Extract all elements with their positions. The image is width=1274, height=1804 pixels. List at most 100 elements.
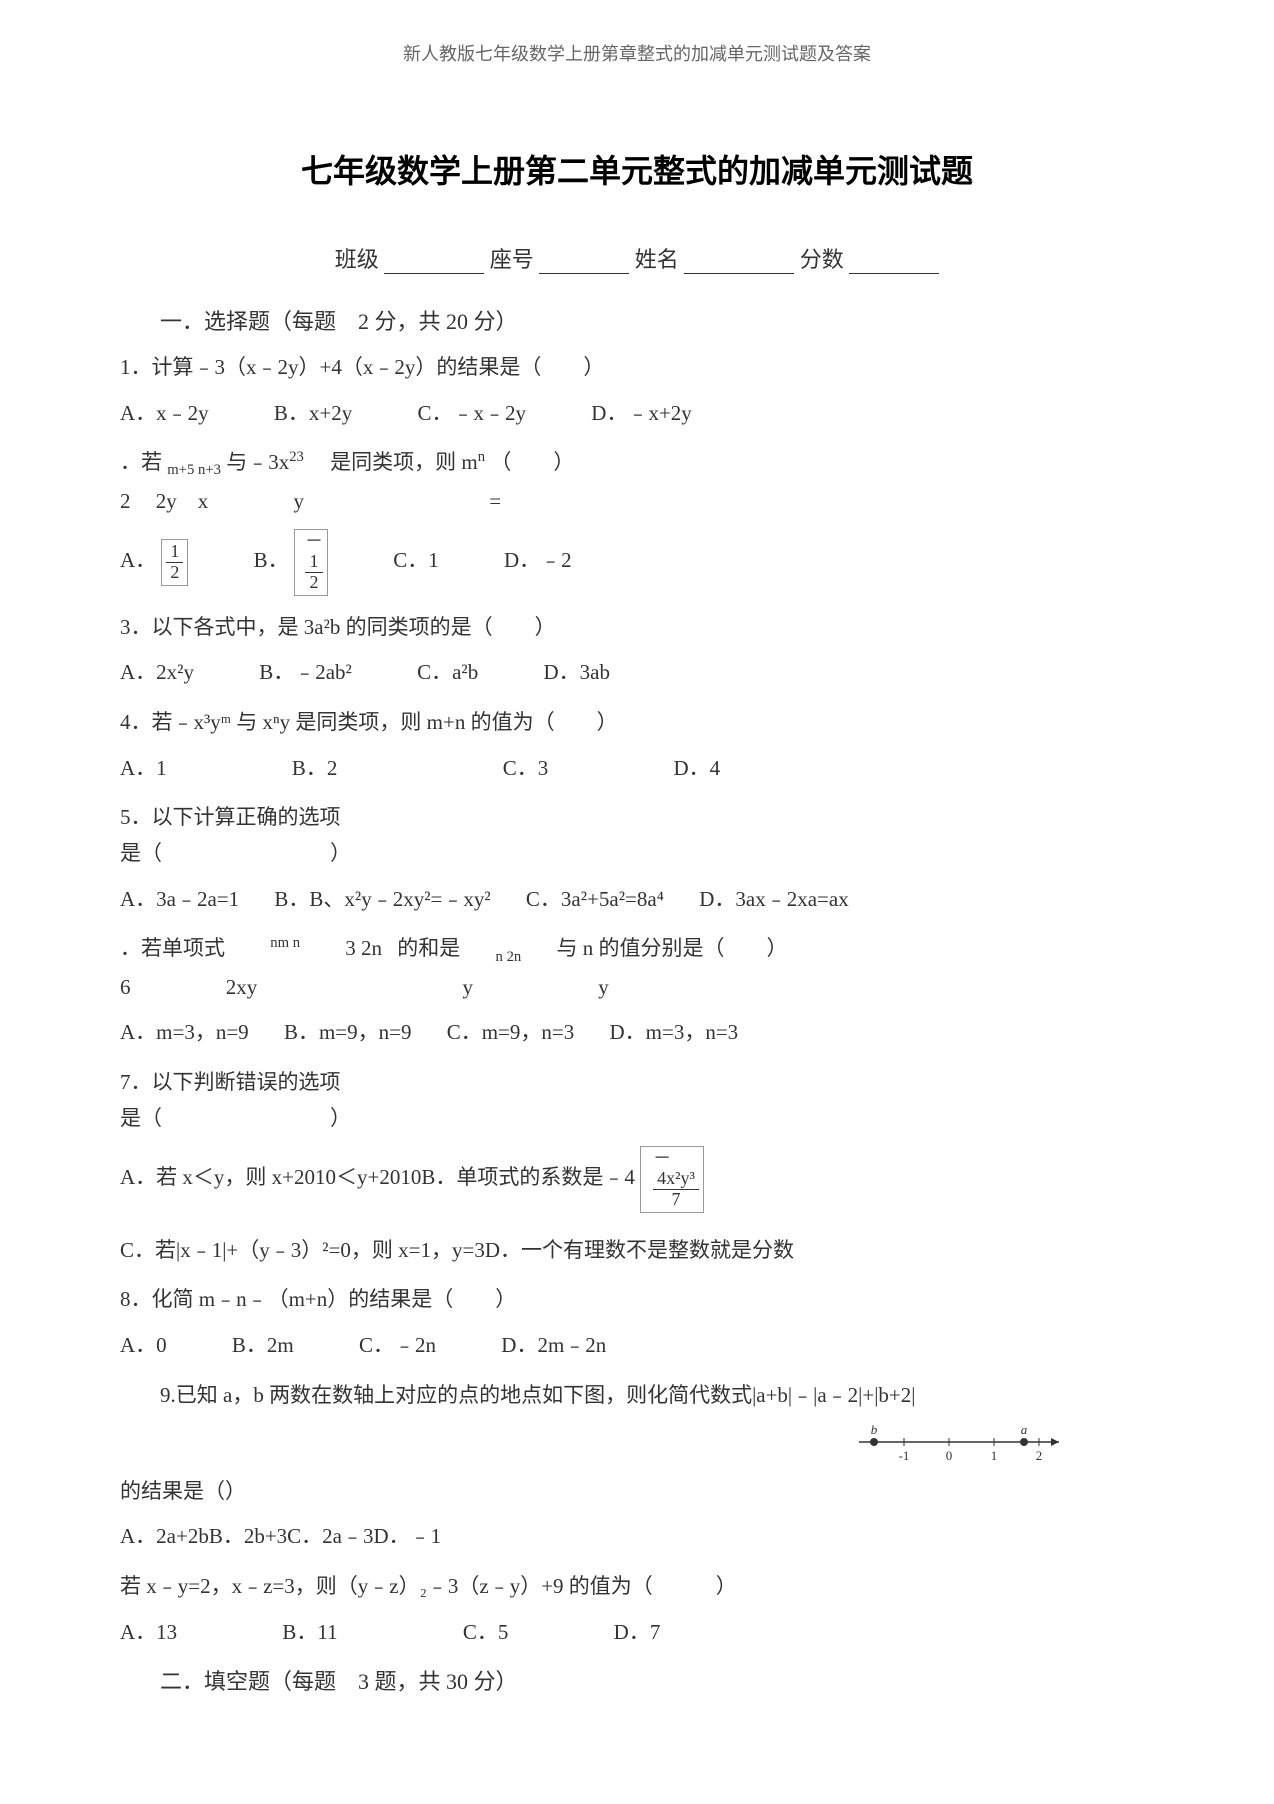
q6-sub: n 2n <box>496 949 522 965</box>
frac-den: 7 <box>653 1190 699 1210</box>
q6-fragment: y <box>463 975 474 999</box>
q9-text1: 9.已知 a，b 两数在数轴上对应的点的地点如下图，则化简代数式|a+b|﹣|a… <box>160 1383 915 1407</box>
question-7-line1: 7．以下判断错误的选项 <box>120 1065 1154 1101</box>
q6-opt-a: A．m=3，n=9 <box>120 1015 249 1051</box>
question-8: 8．化简 m﹣n﹣（m+n）的结果是（ ） <box>120 1282 1154 1318</box>
q4-opt-c: C．3 <box>503 751 549 787</box>
question-10-options: A．13 B．11 C．5 D．7 <box>120 1615 1154 1651</box>
q8-opt-a: A．0 <box>120 1328 167 1364</box>
question-5-line2: 是（ ） <box>120 836 1154 872</box>
q2-fragment: y <box>294 489 305 513</box>
q10-opt-a: A．13 <box>120 1615 177 1651</box>
q2-sub: m+5 n+3 <box>167 463 221 479</box>
question-6-options: A．m=3，n=9 B．m=9，n=9 C．m=9，n=3 D．m=3，n=3 <box>120 1015 1154 1051</box>
svg-text:2: 2 <box>1036 1448 1043 1463</box>
question-7-opts-ab: A．若 x＜y，则 x+2010＜y+2010B．单项式的系数是﹣4 － 4x²… <box>120 1146 1154 1212</box>
q1-opt-a: A．x﹣2y <box>120 396 209 432</box>
q2-b-label: B． <box>254 548 289 572</box>
q6-num: 6 <box>120 975 131 999</box>
q8-opt-d: D．2m﹣2n <box>501 1328 606 1364</box>
q3-opt-a: A．2x²y <box>120 655 194 691</box>
q4-opt-d: D．4 <box>673 751 720 787</box>
q2-sup: n <box>478 449 485 465</box>
main-title: 七年级数学上册第二单元整式的加减单元测试题 <box>120 146 1154 192</box>
q5-opt-d: D．3ax﹣2xa=ax <box>699 882 848 918</box>
question-7-line2: 是（ ） <box>120 1101 1154 1137</box>
question-2-line1: ．若 m+5 n+3 与﹣3x23 是同类项，则 mn （ ） <box>120 445 1154 483</box>
q10-opt-d: D．7 <box>614 1615 661 1651</box>
question-3-options: A．2x²y B．﹣2ab² C．a²b D．3ab <box>120 655 1154 691</box>
q2-fragment: （ ） <box>490 450 574 474</box>
question-8-options: A．0 B．2m C．﹣2n D．2m﹣2n <box>120 1328 1154 1364</box>
question-2-line2: 2 2y x y = <box>120 484 1154 520</box>
q8-opt-b: B．2m <box>232 1328 294 1364</box>
q2-opt-d: D．﹣2 <box>504 543 572 579</box>
q10-opt-b: B．11 <box>282 1615 337 1651</box>
student-info-line: 班级 座号 姓名 分数 <box>120 242 1154 274</box>
q10-opt-c: C．5 <box>463 1615 509 1651</box>
name-label: 姓名 <box>635 247 679 272</box>
frac-den: 2 <box>166 563 183 583</box>
q6-opt-b: B．m=9，n=9 <box>284 1015 412 1051</box>
q2-fragment: 是同类项，则 m <box>309 450 478 474</box>
b-label: b <box>871 1422 878 1437</box>
q2-a-label: A． <box>120 548 156 572</box>
question-6-line2: 6 2xy y y <box>120 970 1154 1006</box>
q2-fragment: = <box>489 489 501 513</box>
fraction-icon: － 4x²y³ 7 <box>640 1146 704 1212</box>
number-line-icon: b -1 0 1 a 2 <box>854 1418 1074 1464</box>
question-6-line1: ．若单项式 nm n 3 2n 的和是 n 2n 与 n 的值分别是（ ） <box>120 931 1154 969</box>
q2-fragment: ．若 <box>120 450 162 474</box>
svg-text:-1: -1 <box>899 1448 910 1463</box>
q2-num: 2 <box>120 489 131 513</box>
q6-opt-d: D．m=3，n=3 <box>610 1015 739 1051</box>
score-blank[interactable] <box>849 248 939 274</box>
section-2-header: 二．填空题（每题 3 题，共 30 分） <box>160 1664 1154 1696</box>
svg-text:0: 0 <box>946 1448 953 1463</box>
q5-opt-a: A．3a﹣2a=1 <box>120 882 239 918</box>
q8-opt-c: C．﹣2n <box>359 1328 436 1364</box>
question-10: 若 x﹣y=2，x﹣z=3，则（y﹣z）₂﹣3（z﹣y）+9 的值为（ ） <box>120 1569 1154 1605</box>
q2-opt-c: C．1 <box>393 543 439 579</box>
q7-ab-text: A．若 x＜y，则 x+2010＜y+2010B．单项式的系数是﹣4 <box>120 1165 635 1189</box>
question-4: 4．若﹣x³yᵐ 与 xⁿy 是同类项，则 m+n 的值为（ ） <box>120 705 1154 741</box>
q6-fragment: 与 n 的值分别是（ ） <box>557 936 788 960</box>
question-1: 1．计算﹣3（x﹣2y）+4（x﹣2y）的结果是（ ） <box>120 350 1154 386</box>
q2-fragment: 与﹣3x <box>226 450 289 474</box>
q5-opt-c: C．3a²+5a²=8a⁴ <box>526 882 664 918</box>
frac-den: 2 <box>305 573 323 593</box>
q1-opt-c: C．﹣x﹣2y <box>418 396 527 432</box>
q6-fragment: 2xy <box>226 975 258 999</box>
svg-text:1: 1 <box>991 1448 998 1463</box>
score-label: 分数 <box>800 247 844 272</box>
q3-opt-c: C．a²b <box>417 655 478 691</box>
q1-opt-b: B．x+2y <box>274 396 352 432</box>
q4-opt-b: B．2 <box>292 751 338 787</box>
seat-label: 座号 <box>490 247 534 272</box>
question-1-options: A．x﹣2y B．x+2y C．﹣x﹣2y D．﹣x+2y <box>120 396 1154 432</box>
q2-opt-b: B． － 1 2 <box>254 529 328 595</box>
question-3: 3．以下各式中，是 3a²b 的同类项的是（ ） <box>120 610 1154 646</box>
question-4-options: A．1 B．2 C．3 D．4 <box>120 751 1154 787</box>
question-9-options: A．2a+2bB．2b+3C．2a﹣3D．﹣1 <box>120 1519 1154 1555</box>
q4-opt-a: A．1 <box>120 751 167 787</box>
class-label: 班级 <box>335 247 379 272</box>
question-9-line2: 的结果是（） <box>120 1474 1154 1510</box>
seat-blank[interactable] <box>539 248 629 274</box>
q2-sup: 23 <box>289 449 304 465</box>
frac-sign: － <box>305 532 323 552</box>
svg-text:a: a <box>1021 1422 1028 1437</box>
question-7-opts-cd: C．若|x﹣1|+（y﹣3）²=0，则 x=1，y=3D．一个有理数不是整数就是… <box>120 1233 1154 1269</box>
q2-fragment: 2y x <box>156 489 209 513</box>
q3-opt-b: B．﹣2ab² <box>259 655 352 691</box>
q2-opt-a: A． 1 2 <box>120 539 188 586</box>
q6-fragment: 的和是 <box>397 936 460 960</box>
name-blank[interactable] <box>684 248 794 274</box>
frac-sign: － <box>653 1149 671 1169</box>
question-2-options: A． 1 2 B． － 1 2 C．1 D．﹣2 <box>120 529 1154 595</box>
class-blank[interactable] <box>384 248 484 274</box>
question-9-line1: 9.已知 a，b 两数在数轴上对应的点的地点如下图，则化简代数式|a+b|﹣|a… <box>160 1378 1154 1414</box>
question-5-options: A．3a﹣2a=1 B．B、x²y﹣2xy²=﹣xy² C．3a²+5a²=8a… <box>120 882 1154 918</box>
q6-opt-c: C．m=9，n=3 <box>447 1015 575 1051</box>
q3-opt-d: D．3ab <box>543 655 610 691</box>
